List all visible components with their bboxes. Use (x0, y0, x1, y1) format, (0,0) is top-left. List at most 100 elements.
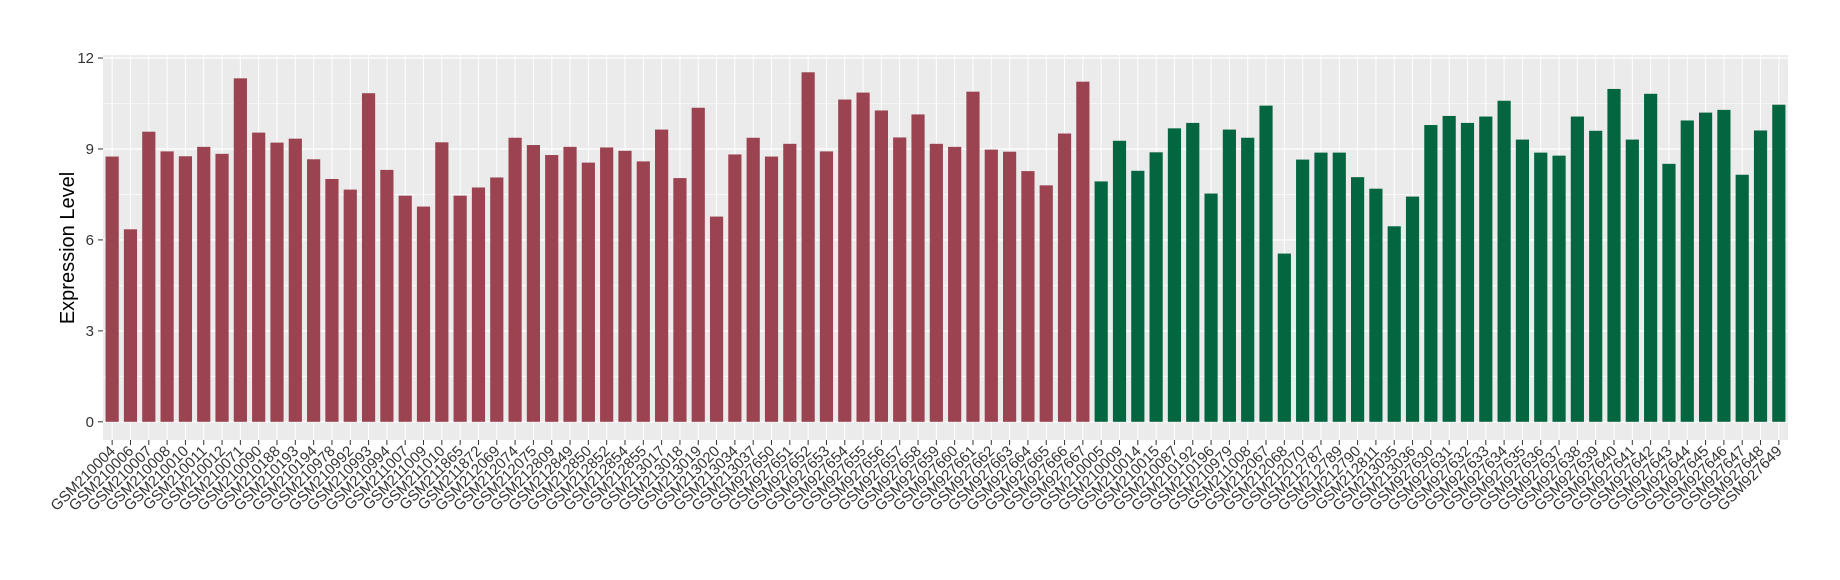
bar (1350, 177, 1365, 422)
bar (1314, 152, 1328, 422)
y-tick-label: 0 (86, 414, 94, 431)
bar (160, 151, 174, 422)
bar (1057, 133, 1072, 422)
y-axis-title: Expression Level (57, 172, 79, 324)
bar (1662, 163, 1676, 422)
bar (655, 129, 669, 422)
bar (563, 146, 577, 422)
bar (288, 138, 302, 422)
bar (600, 147, 614, 422)
bar (1644, 93, 1658, 422)
bar (1405, 196, 1420, 422)
bar (1534, 152, 1548, 422)
bar (1698, 112, 1713, 422)
bar (1753, 130, 1768, 422)
bar (1332, 152, 1346, 422)
bar (1259, 105, 1273, 422)
bar (361, 93, 376, 422)
bar (581, 162, 595, 422)
bar (1003, 151, 1017, 422)
bar (801, 72, 815, 422)
bar (1625, 139, 1639, 422)
bar (1277, 253, 1291, 422)
bar (343, 189, 357, 422)
bar (1296, 159, 1310, 422)
bar (105, 156, 119, 422)
bar (673, 178, 687, 422)
bar (948, 146, 962, 422)
bar (1772, 104, 1786, 422)
bar (545, 155, 559, 422)
bar (1149, 152, 1163, 422)
bar (636, 161, 650, 422)
x-axis: GSM210004GSM210006GSM210007GSM210008GSM2… (47, 440, 1786, 514)
bar (746, 137, 760, 422)
bar (508, 137, 522, 422)
bar (618, 150, 632, 422)
bar (783, 143, 797, 422)
bar (1186, 122, 1200, 422)
y-tick-label: 12 (77, 50, 94, 67)
bar (1222, 129, 1236, 422)
bar (838, 99, 852, 422)
bar (1387, 226, 1401, 422)
bar (709, 216, 724, 422)
y-axis: 0 3 6 9 12 (77, 50, 103, 431)
bar (1241, 137, 1255, 422)
bar (233, 78, 247, 422)
bar (1094, 181, 1108, 422)
bar (1479, 116, 1493, 422)
bar (197, 146, 211, 422)
bar (123, 229, 138, 422)
bar (1442, 115, 1456, 422)
bar (1204, 193, 1218, 422)
bar (1039, 185, 1053, 422)
bar (1131, 170, 1145, 422)
bar (252, 132, 266, 422)
bar (270, 142, 284, 422)
bar (1735, 174, 1749, 422)
bar (435, 142, 449, 422)
bar (911, 114, 925, 422)
bar (1717, 109, 1731, 422)
bar (526, 145, 541, 422)
y-tick-label: 6 (86, 232, 94, 249)
bar (178, 156, 193, 422)
bar (764, 156, 779, 422)
bar (691, 107, 705, 422)
bar (1570, 116, 1584, 422)
bar (856, 92, 870, 422)
bar (1424, 125, 1438, 422)
bar (1076, 81, 1090, 422)
bar (728, 154, 742, 422)
bar (1497, 100, 1511, 422)
bar (874, 110, 888, 422)
bar (380, 169, 394, 422)
bar (819, 151, 834, 422)
bar (325, 178, 339, 422)
bar (1680, 120, 1694, 422)
bar (1515, 139, 1530, 422)
bar (1552, 155, 1566, 422)
bars (105, 72, 1786, 422)
bar (1112, 140, 1127, 422)
bar (398, 195, 412, 422)
bar (1607, 88, 1621, 422)
bar (1460, 122, 1475, 422)
bar (490, 177, 504, 422)
y-tick-label: 9 (86, 141, 94, 158)
bar (1589, 130, 1603, 422)
bar (307, 159, 321, 422)
bar (471, 187, 486, 422)
y-tick-label: 3 (86, 323, 94, 340)
bar (984, 149, 998, 422)
bar (1021, 171, 1035, 422)
bar (453, 195, 467, 422)
bar (966, 91, 980, 422)
bar (893, 137, 907, 422)
bar (1369, 188, 1383, 422)
bar (416, 206, 431, 422)
bar (142, 131, 156, 422)
bar (1167, 128, 1182, 422)
